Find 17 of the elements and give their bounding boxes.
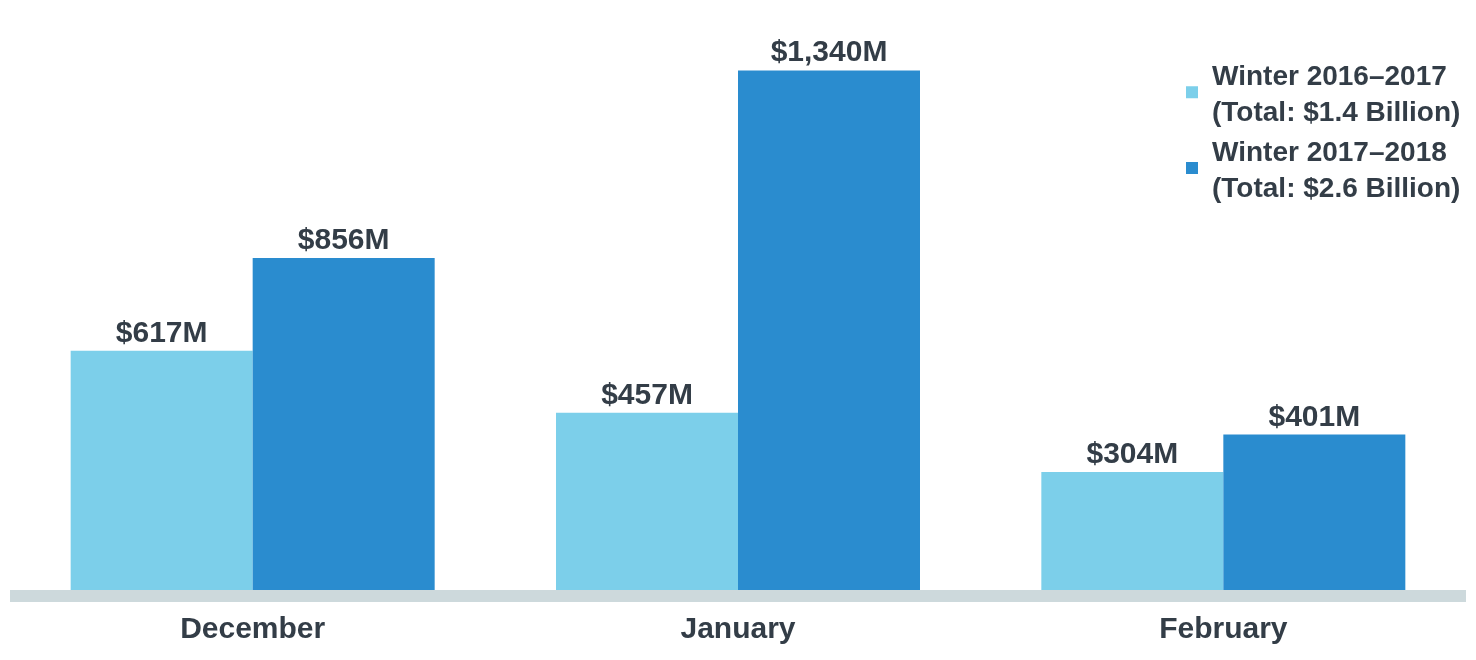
bar <box>1041 472 1224 590</box>
bar <box>738 70 920 590</box>
data-label: $304M <box>1086 436 1179 470</box>
bar <box>1223 434 1406 590</box>
x-tick-label: January <box>680 611 796 644</box>
bar <box>70 350 253 590</box>
data-label: $617M <box>115 314 208 348</box>
x-tick-label: February <box>1159 611 1288 644</box>
data-label: $1,340M <box>770 34 888 68</box>
x-tick-label: December <box>180 611 326 644</box>
legend-label: Winter 2016–2017 (Total: $1.4 Billion) <box>1212 60 1461 128</box>
data-label: $401M <box>1268 398 1361 432</box>
data-label: $457M <box>601 376 693 410</box>
bar <box>252 258 435 590</box>
bar <box>556 412 738 590</box>
legend-label: Winter 2017–2018 (Total: $2.6 Billion) <box>1212 135 1461 204</box>
data-label: $856M <box>297 222 390 256</box>
